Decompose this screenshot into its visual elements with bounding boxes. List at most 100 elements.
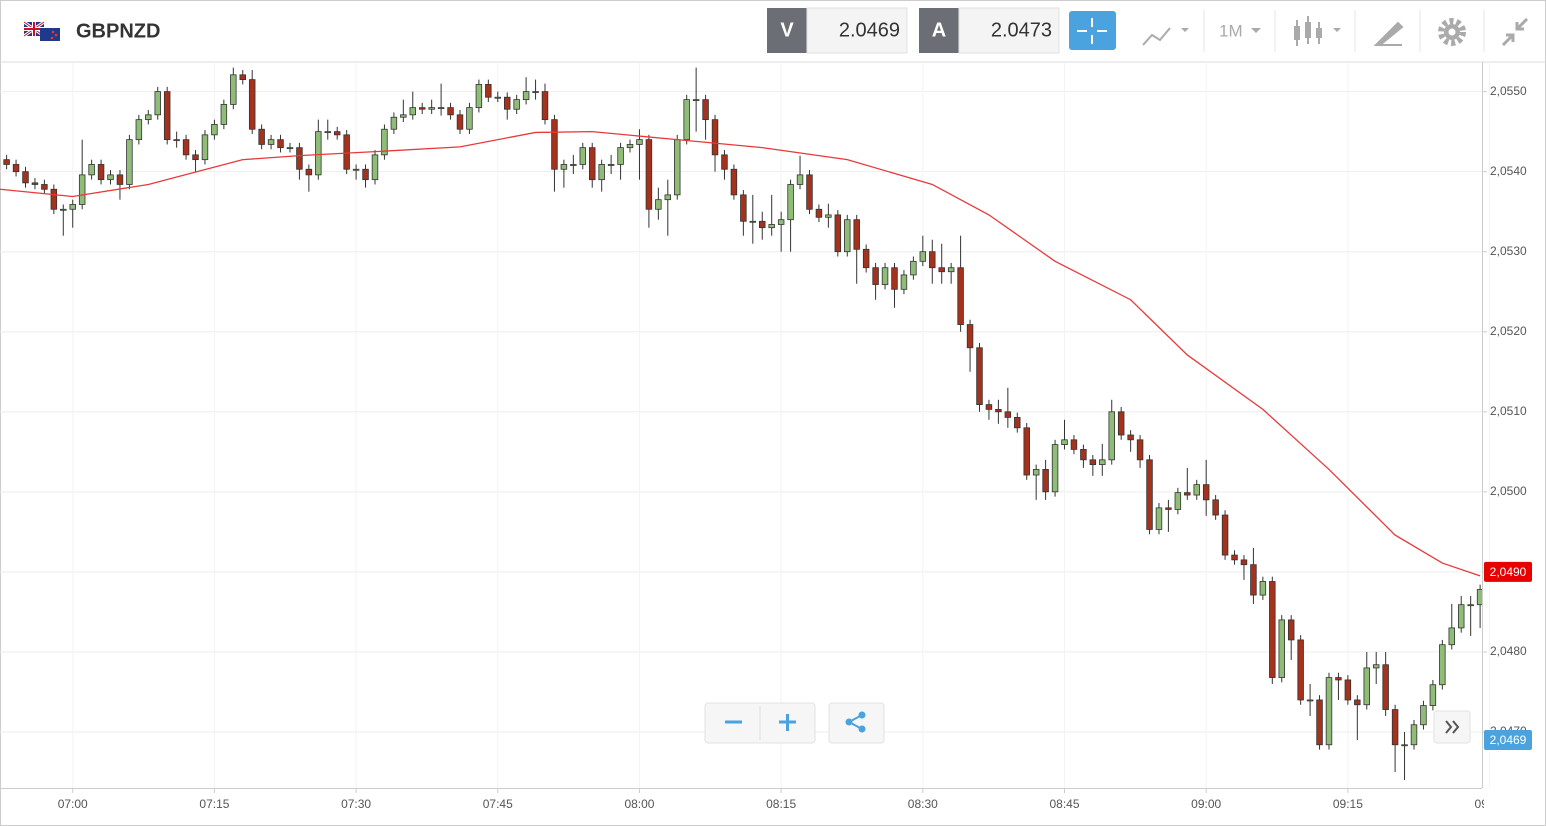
grid xyxy=(0,62,1491,788)
settings-button[interactable] xyxy=(1438,18,1466,46)
candle-body xyxy=(834,214,842,253)
candle-body xyxy=(947,267,955,273)
candle-body xyxy=(570,164,577,166)
collapse-button[interactable] xyxy=(1501,17,1529,47)
candle-body xyxy=(428,107,435,110)
price-marker-label: 2,0490 xyxy=(1490,565,1527,579)
candle-body xyxy=(1165,507,1172,510)
candle-body xyxy=(296,147,303,170)
candle-body xyxy=(258,128,265,145)
candle-body xyxy=(60,208,67,211)
bid-label-box[interactable] xyxy=(767,8,807,53)
y-tick-label: 2,0540 xyxy=(1490,164,1527,178)
candle-body xyxy=(900,274,908,290)
ask-label-box[interactable] xyxy=(919,8,959,53)
candle-body xyxy=(503,96,511,110)
bid-box[interactable] xyxy=(806,7,908,54)
candle-body xyxy=(201,134,209,161)
x-tick-label: 07:30 xyxy=(341,797,371,811)
candle-body xyxy=(315,131,322,176)
x-tick-label: 09:00 xyxy=(1191,797,1221,811)
candle-body xyxy=(447,107,454,116)
candle-body xyxy=(966,324,974,349)
candle-body xyxy=(692,99,700,102)
x-tick-label: 09:30 xyxy=(1475,797,1505,811)
candle-body xyxy=(163,91,171,141)
candle-body xyxy=(362,168,369,181)
ask-value: 2.0473 xyxy=(991,19,1052,41)
candle-body xyxy=(107,174,114,181)
candle-body xyxy=(1231,554,1238,561)
candle-body xyxy=(248,79,256,130)
candle-body xyxy=(1354,699,1361,706)
candle-body xyxy=(371,154,379,181)
candle-body xyxy=(1051,444,1059,493)
share-box[interactable] xyxy=(828,702,885,744)
candle-body xyxy=(333,131,341,136)
candle-body xyxy=(88,164,95,176)
symbol: GBPNZD xyxy=(76,20,160,42)
candle-body xyxy=(126,139,133,185)
bid-label: V xyxy=(780,19,794,41)
price-marker xyxy=(1484,729,1532,750)
candle-body xyxy=(787,184,794,221)
candle-body xyxy=(1089,459,1097,466)
candle-body xyxy=(69,204,76,210)
candle-body xyxy=(1240,559,1248,566)
candle-body xyxy=(31,182,39,185)
crosshair-button[interactable] xyxy=(1069,11,1116,50)
candle-body xyxy=(645,139,653,210)
share-icon xyxy=(845,711,866,733)
candle-body xyxy=(1184,492,1191,496)
candle-body xyxy=(1410,724,1418,746)
x-tick-label: 08:00 xyxy=(624,797,654,811)
candle-body xyxy=(1042,469,1049,493)
y-tick-label: 2,0530 xyxy=(1490,244,1527,258)
zoom-in[interactable] xyxy=(779,714,796,731)
candle-body xyxy=(957,267,964,325)
candle-body xyxy=(1004,411,1012,418)
candle-body xyxy=(305,168,313,176)
candle-body xyxy=(607,164,615,166)
candle-body xyxy=(1344,679,1352,701)
candle-body xyxy=(1391,709,1399,746)
candle-body xyxy=(919,251,927,262)
candle-body xyxy=(626,144,634,149)
candle-body xyxy=(730,168,738,196)
candle-body xyxy=(740,194,747,222)
candle-body xyxy=(976,347,983,405)
chart-type-button[interactable] xyxy=(1142,27,1189,46)
candles-button[interactable] xyxy=(1294,16,1341,46)
x-tick-label: 08:45 xyxy=(1049,797,1079,811)
candle-body xyxy=(97,164,105,181)
candle-body xyxy=(825,214,832,218)
candle-body xyxy=(116,174,124,185)
candle-body xyxy=(929,251,936,269)
candle-body xyxy=(418,107,426,110)
draw-button[interactable] xyxy=(1373,21,1404,46)
candle-body xyxy=(1269,581,1276,678)
candle-body xyxy=(1023,427,1030,476)
candle-body xyxy=(796,174,804,185)
x-tick-label: 08:15 xyxy=(766,797,796,811)
candle-body xyxy=(711,119,719,156)
candle-body xyxy=(721,154,728,170)
timeframe[interactable]: 1M xyxy=(1219,21,1243,40)
candle-body xyxy=(1250,564,1257,596)
candle-body xyxy=(1363,667,1370,706)
candle-body xyxy=(1108,411,1115,461)
candle-body xyxy=(1127,434,1134,441)
candle-body xyxy=(220,104,228,125)
candle-body xyxy=(400,114,407,118)
candle-body xyxy=(409,107,417,116)
candle-body xyxy=(12,164,20,173)
ask-box[interactable] xyxy=(958,7,1060,54)
candle-body xyxy=(938,267,945,273)
x-tick-label: 08:30 xyxy=(908,797,938,811)
candle-body xyxy=(1099,459,1106,466)
candle-body xyxy=(1325,677,1333,746)
candle-body xyxy=(1136,439,1144,461)
candle-body xyxy=(1080,449,1087,461)
candle-body xyxy=(324,131,331,134)
candle-body xyxy=(1306,699,1314,702)
